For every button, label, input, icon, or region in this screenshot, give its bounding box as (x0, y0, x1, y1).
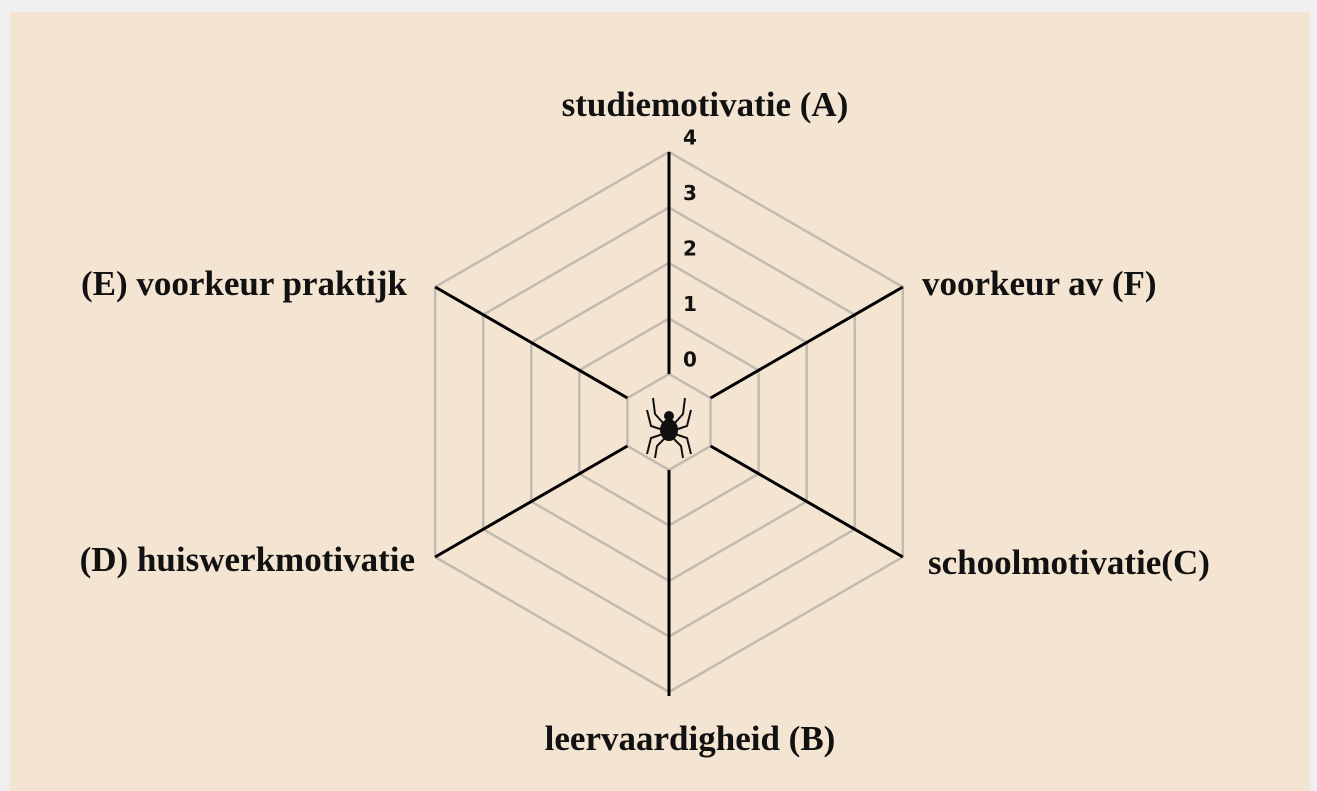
axis-line (709, 285, 904, 400)
axis-label: studiemotivatie (A) (562, 85, 849, 124)
axis-label: voorkeur av (F) (922, 264, 1157, 303)
spider-icon (646, 397, 692, 459)
axis-label: (D) huiswerkmotivatie (80, 540, 415, 579)
tick-label: 3 (683, 181, 697, 205)
tick-label: 2 (683, 237, 697, 261)
tick-label: 1 (683, 292, 697, 316)
axis-line (709, 444, 904, 559)
axis-label: schoolmotivatie(C) (928, 543, 1210, 582)
panel (10, 12, 1310, 791)
axis-line (434, 444, 629, 559)
tick-label: 0 (683, 348, 697, 372)
axis-label: (E) voorkeur praktijk (81, 264, 408, 303)
axis-line (434, 285, 629, 400)
axis-label: leervaardigheid (B) (545, 719, 836, 758)
tick-label: 4 (683, 126, 697, 150)
